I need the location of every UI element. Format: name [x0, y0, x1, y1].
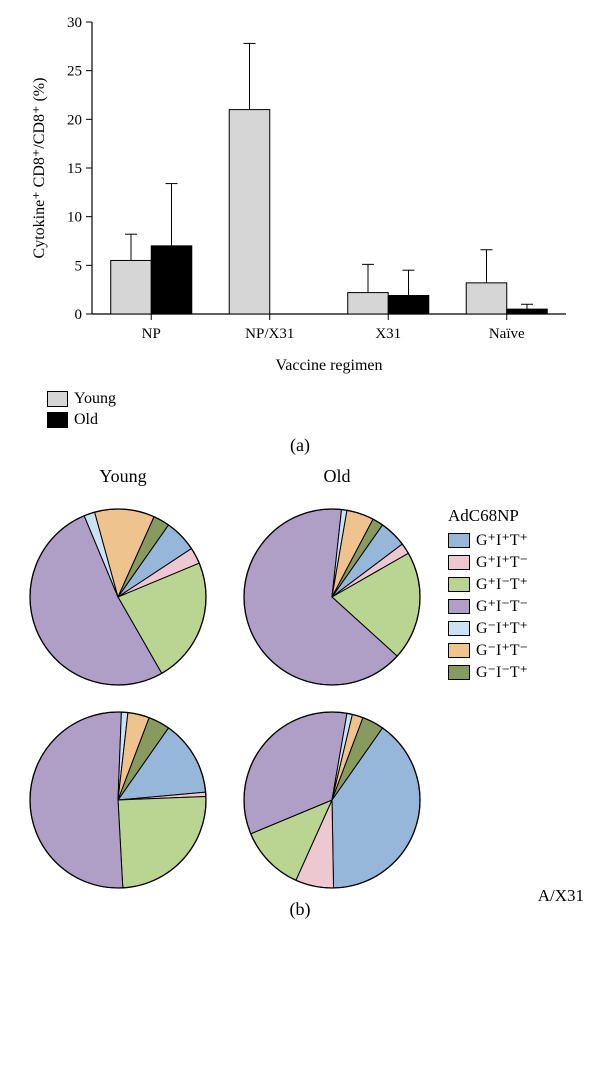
pie-legend-label: G⁺I⁻T⁺	[476, 574, 528, 594]
pie-legend-label: G⁺I⁺T⁺	[476, 530, 528, 550]
pie-legend-swatch	[448, 665, 470, 680]
pie-legend-swatch	[448, 621, 470, 636]
svg-text:10: 10	[67, 210, 82, 226]
svg-text:0: 0	[75, 307, 83, 323]
svg-text:Vaccine regimen: Vaccine regimen	[275, 357, 382, 374]
panel-a-legend: Young Old	[47, 390, 588, 429]
svg-text:30: 30	[67, 15, 82, 31]
pie-legend-item: G⁺I⁺T⁺	[448, 530, 528, 550]
panel-b-legend: AdC68NP G⁺I⁺T⁺G⁺I⁺T⁻G⁺I⁻T⁺G⁺I⁻T⁻G⁻I⁺T⁺G⁻…	[448, 506, 528, 684]
pie-legend-item: G⁺I⁺T⁻	[448, 552, 528, 572]
svg-text:Naïve: Naïve	[489, 326, 525, 342]
pie-legend-swatch	[448, 599, 470, 614]
pie-col-title-young: Young	[28, 466, 218, 489]
panel-a-caption: (a)	[12, 435, 588, 456]
panel-b-caption: (b)	[12, 899, 588, 920]
svg-text:15: 15	[67, 161, 82, 177]
svg-text:NP/X31: NP/X31	[245, 326, 294, 342]
svg-text:25: 25	[67, 64, 82, 80]
legend-swatch-old	[47, 412, 68, 428]
legend-item-young: Young	[47, 390, 588, 408]
pie-legend-label: G⁻I⁻T⁺	[476, 662, 528, 682]
pie-legend-swatch	[448, 643, 470, 658]
pie-legend-item: G⁺I⁻T⁺	[448, 574, 528, 594]
pie-young-adc68np	[28, 507, 218, 692]
pie-legend-swatch	[448, 577, 470, 592]
pie-old-ax31	[242, 710, 432, 895]
pie-legend-title: AdC68NP	[448, 506, 528, 526]
legend-label-young: Young	[74, 390, 116, 408]
pie-legend-item: G⁺I⁻T⁻	[448, 596, 528, 616]
pie-legend-label: G⁻I⁺T⁻	[476, 640, 528, 660]
pie-legend-swatch	[448, 533, 470, 548]
pie-legend-label: G⁻I⁺T⁺	[476, 618, 528, 638]
svg-text:X31: X31	[375, 326, 401, 342]
svg-text:NP: NP	[142, 326, 161, 342]
svg-text:5: 5	[75, 258, 83, 274]
pie-legend-item: G⁻I⁺T⁻	[448, 640, 528, 660]
svg-text:Cytokine⁺ CD8⁺/CD8⁺ (%): Cytokine⁺ CD8⁺/CD8⁺ (%)	[31, 78, 48, 259]
panel-b-pie-grid: Young Old	[28, 466, 432, 895]
pie-young-ax31	[28, 710, 218, 895]
pie-legend-label: G⁺I⁺T⁻	[476, 552, 528, 572]
legend-swatch-young	[47, 391, 68, 407]
svg-text:20: 20	[67, 112, 82, 128]
panel-a-bar-chart: 0 5 10 15 20 25 30 NP NP/X31 X31 Naïve Cytokine⁺ CD…	[20, 12, 580, 382]
legend-label-old: Old	[74, 411, 98, 429]
pie-legend-item: G⁻I⁺T⁺	[448, 618, 528, 638]
pie-col-title-old: Old	[242, 466, 432, 489]
pie-legend-item: G⁻I⁻T⁺	[448, 662, 528, 682]
legend-item-old: Old	[47, 411, 588, 429]
pie-old-adc68np	[242, 507, 432, 692]
pie-legend-label: G⁺I⁻T⁻	[476, 596, 528, 616]
pie-legend-swatch	[448, 555, 470, 570]
pie-row-label-ax31: A/X31	[538, 886, 584, 906]
